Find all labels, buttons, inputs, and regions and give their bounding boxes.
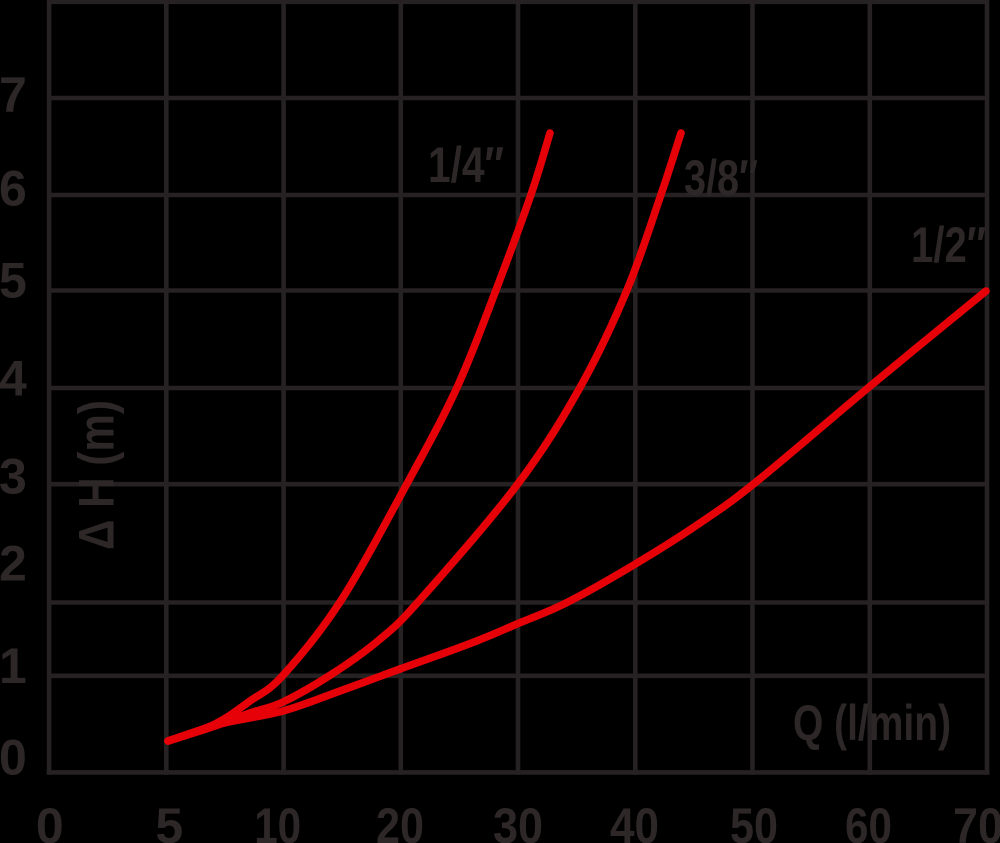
svg-text:5: 5 [155,798,183,843]
svg-text:50: 50 [730,798,778,843]
svg-text:1/4″: 1/4″ [428,137,504,193]
svg-text:0: 0 [36,798,64,843]
svg-text:5: 5 [0,253,27,309]
svg-text:6: 6 [0,161,27,217]
svg-text:Q (l/min): Q (l/min) [793,695,951,751]
svg-text:10: 10 [254,798,301,843]
svg-text:Δ H (m): Δ H (m) [69,400,125,550]
svg-text:4: 4 [0,351,27,407]
svg-text:40: 40 [610,798,659,843]
svg-text:60: 60 [845,798,892,843]
svg-text:3/8″: 3/8″ [684,150,758,206]
svg-text:0: 0 [0,730,27,786]
svg-text:20: 20 [376,798,424,843]
svg-text:2: 2 [0,536,27,592]
svg-text:1/2″: 1/2″ [911,217,986,273]
svg-text:30: 30 [493,798,543,843]
svg-text:3: 3 [0,449,27,505]
svg-text:70: 70 [953,798,1000,843]
svg-text:1: 1 [0,638,27,694]
svg-text:7: 7 [0,67,27,123]
